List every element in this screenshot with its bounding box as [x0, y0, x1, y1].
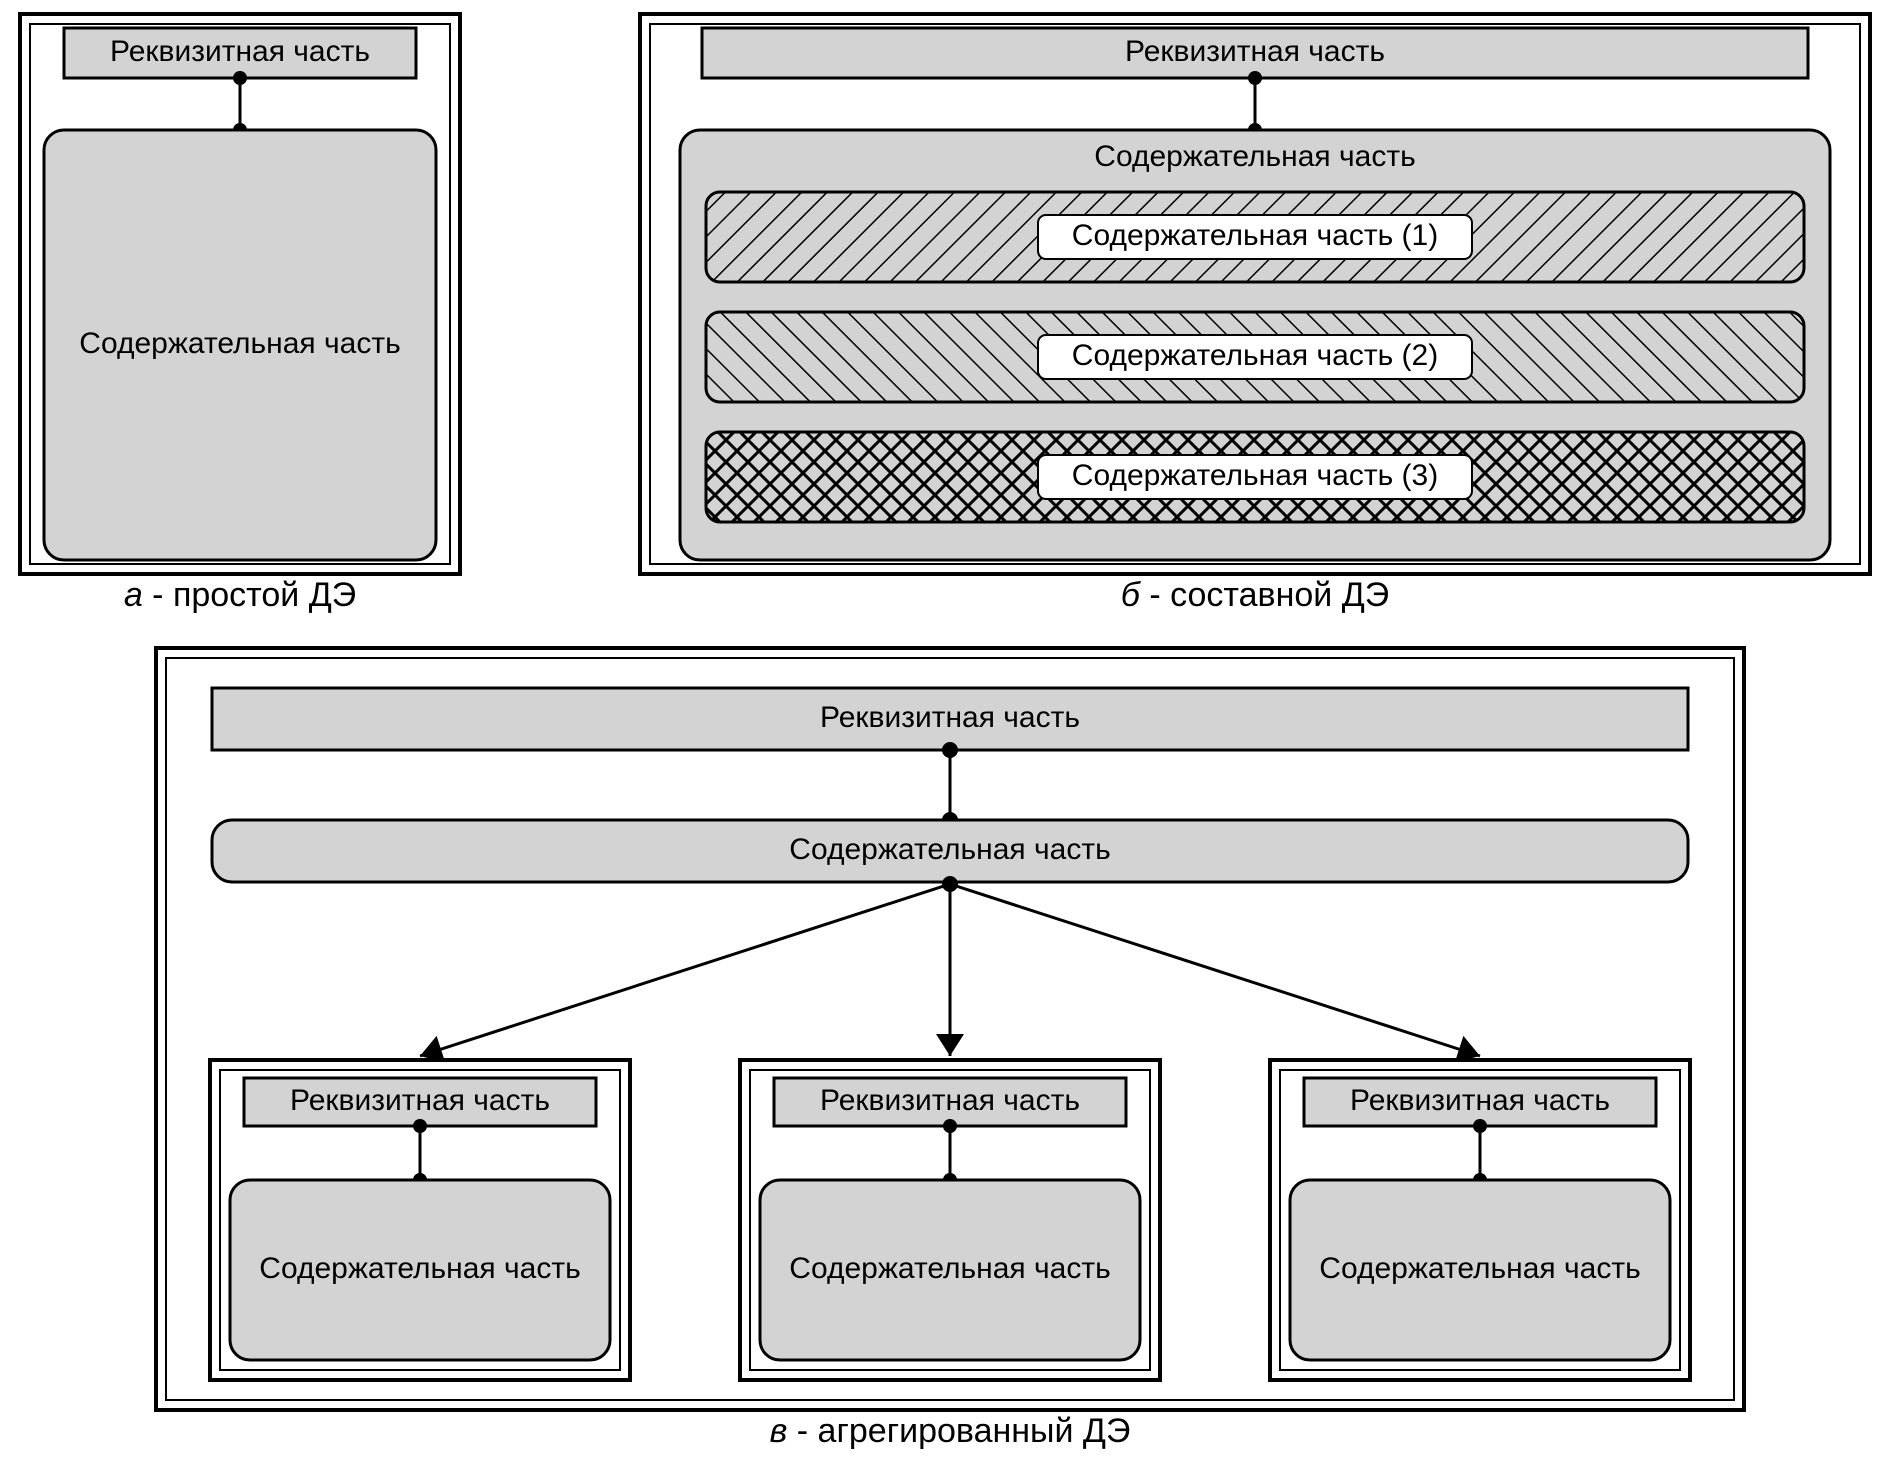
panel-c-child-0-req-label: Реквизитная часть — [290, 1084, 550, 1117]
panel-b-caption: б - составной ДЭ — [1121, 576, 1389, 614]
panel-c-req-label: Реквизитная часть — [820, 701, 1080, 734]
panel-a-req-label: Реквизитная часть — [110, 35, 370, 68]
panel-c-child-0-content-label: Содержательная часть — [259, 1252, 580, 1285]
panel-b-outer-content-label: Содержательная часть — [1094, 140, 1415, 173]
panel-c-caption: в - агрегированный ДЭ — [770, 1412, 1131, 1450]
panel-c-child-1-connector-dot-top — [943, 1119, 957, 1133]
panel-a-connector-dot-top — [233, 71, 247, 85]
panel-c-child-0-connector-dot-top — [413, 1119, 427, 1133]
panel-b-row-1-label: Содержательная часть (2) — [1072, 339, 1438, 372]
panel-b-row-0-label: Содержательная часть (1) — [1072, 219, 1438, 252]
panel-c-child-2-req-label: Реквизитная часть — [1350, 1084, 1610, 1117]
panel-b-connector-dot-top — [1248, 71, 1262, 85]
panel-c-child-1-content-label: Содержательная часть — [789, 1252, 1110, 1285]
panel-b-req-label: Реквизитная часть — [1125, 35, 1385, 68]
panel-c-child-1-req-label: Реквизитная часть — [820, 1084, 1080, 1117]
panel-c-child-2-content-label: Содержательная часть — [1319, 1252, 1640, 1285]
panel-c-connector-dot-top — [942, 742, 958, 758]
panel-c-content-label: Содержательная часть — [789, 833, 1110, 866]
panel-a-content-label: Содержательная часть — [79, 327, 400, 360]
panel-a-caption: а - простой ДЭ — [124, 576, 356, 614]
panel-b-row-2-label: Содержательная часть (3) — [1072, 459, 1438, 492]
panel-c-child-2-connector-dot-top — [1473, 1119, 1487, 1133]
